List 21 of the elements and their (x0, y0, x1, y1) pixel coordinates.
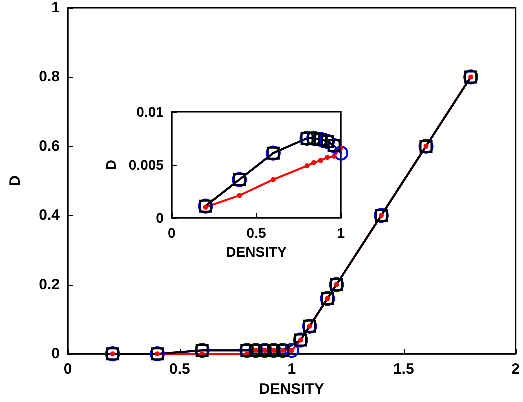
x-tick-label: 0 (64, 361, 72, 378)
y-axis-title: D (103, 160, 119, 170)
y-tick-label: 1 (52, 0, 60, 16)
y-tick-label: 0 (52, 346, 60, 363)
x-axis-title: DENSITY (259, 381, 324, 398)
x-tick-label: 0.5 (246, 225, 266, 241)
y-tick-label: 0.4 (39, 207, 61, 224)
x-tick-label: 2 (512, 361, 520, 378)
x-tick-label: 1.5 (393, 361, 414, 378)
y-tick-label: 0.8 (39, 68, 60, 86)
y-tick-label: 0.6 (39, 138, 60, 155)
y-tick-label: 0.2 (39, 276, 60, 294)
x-tick-label: 0 (168, 225, 176, 241)
y-tick-label: 0.01 (136, 104, 164, 120)
x-tick-label: 1 (288, 361, 296, 378)
y-tick-label: 0 (156, 210, 164, 226)
x-tick-label: 0.5 (170, 361, 190, 378)
x-tick-label: 1 (337, 225, 346, 241)
y-axis-title: D (7, 175, 24, 186)
y-tick-label: 0.005 (128, 157, 164, 173)
x-axis-title: DENSITY (226, 244, 288, 260)
